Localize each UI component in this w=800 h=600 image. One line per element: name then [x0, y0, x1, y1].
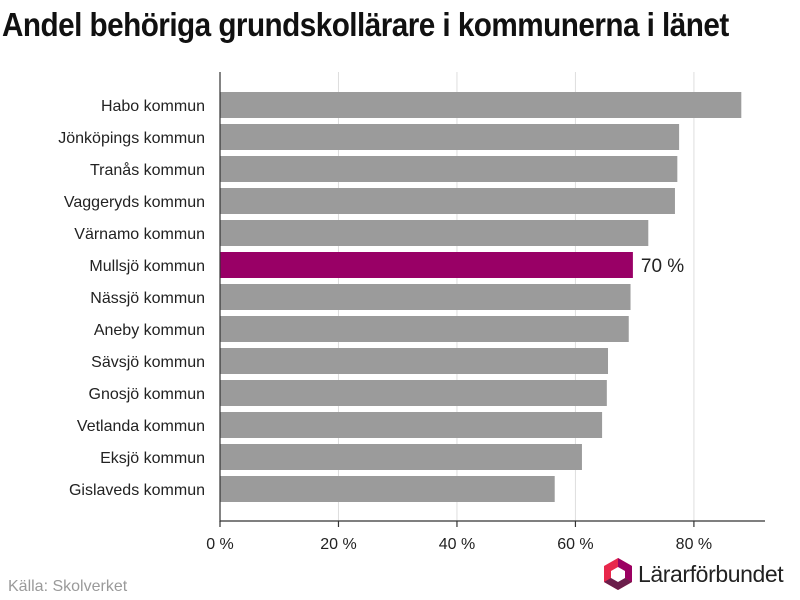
x-axis: 0 % 20 % 40 % 60 % 80 % — [206, 72, 765, 553]
bar-nässjö-kommun — [220, 284, 631, 310]
category-label: Värnamo kommun — [74, 226, 205, 243]
chart-title: Andel behöriga grundskollärare i kommune… — [2, 6, 729, 43]
category-label: Aneby kommun — [94, 322, 205, 339]
highlight-value-label: 70 % — [641, 256, 684, 277]
category-label: Nässjö kommun — [90, 290, 205, 307]
category-label: Tranås kommun — [90, 161, 205, 179]
bar-eksjö-kommun — [220, 444, 582, 470]
bar-vaggeryds-kommun — [220, 188, 675, 214]
bar-habo-kommun — [220, 92, 742, 118]
category-label: Vaggeryds kommun — [64, 194, 205, 211]
logo-icon — [604, 558, 632, 590]
logo-text: Lärarförbundet — [638, 560, 784, 587]
category-labels: Habo kommun Jönköpings kommun Tranås kommu… — [58, 98, 684, 499]
bar-tranås-kommun — [220, 156, 678, 182]
bar-mullsjö-kommun — [220, 252, 633, 278]
bars — [220, 92, 742, 502]
category-label: Gnosjö kommun — [89, 386, 206, 403]
category-label: Mullsjö kommun — [89, 258, 205, 275]
x-tick-label: 0 % — [206, 536, 234, 553]
category-label: Sävsjö kommun — [91, 354, 205, 371]
bar-aneby-kommun — [220, 316, 629, 342]
bar-vetlanda-kommun — [220, 412, 603, 438]
category-label: Eksjö kommun — [100, 450, 205, 467]
x-tick-label: 20 % — [320, 536, 356, 553]
category-label: Jönköpings kommun — [58, 130, 205, 147]
x-tick-label: 40 % — [439, 536, 475, 553]
bar-jönköpings-kommun — [220, 124, 680, 150]
x-tick-label: 60 % — [557, 536, 593, 553]
bar-värnamo-kommun — [220, 220, 649, 246]
bar-sävsjö-kommun — [220, 348, 609, 374]
lararforbundet-logo[interactable]: Lärarförbundet — [602, 556, 784, 592]
bar-gnosjö-kommun — [220, 380, 607, 406]
bar-gislaveds-kommun — [220, 476, 555, 502]
category-label: Gislaveds kommun — [69, 482, 205, 499]
x-tick-label: 80 % — [676, 536, 712, 553]
category-label: Habo kommun — [101, 98, 205, 115]
source-note: Källa: Skolverket — [8, 578, 128, 595]
category-label: Vetlanda kommun — [77, 418, 205, 435]
